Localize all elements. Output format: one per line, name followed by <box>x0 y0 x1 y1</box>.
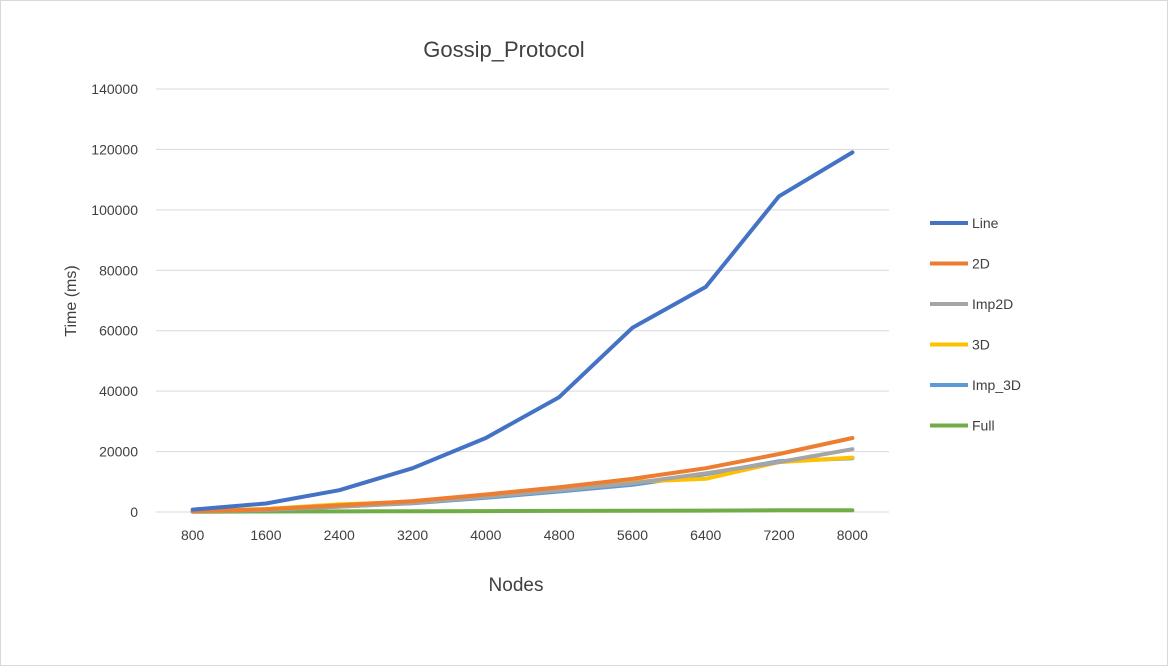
y-tick-label: 140000 <box>91 81 138 97</box>
x-tick-label: 3200 <box>397 527 428 543</box>
y-tick-label: 100000 <box>91 202 138 218</box>
x-tick-label: 1600 <box>250 527 281 543</box>
x-tick-label: 4800 <box>544 527 575 543</box>
x-tick-label: 5600 <box>617 527 648 543</box>
series-line-line <box>190 150 855 512</box>
series-line-2d <box>190 436 855 514</box>
y-axis-title: Time (ms) <box>63 265 80 336</box>
gridlines <box>156 88 889 513</box>
y-axis-ticks: 0 20000 40000 60000 80000 100000 120000 140000 <box>91 81 138 520</box>
chart-title: Gossip_Protocol <box>423 37 584 62</box>
y-tick-label: 60000 <box>99 323 138 339</box>
legend-label: Imp2D <box>972 296 1013 312</box>
legend: Line 2D Imp2D 3D Imp_3D Full <box>930 215 1021 434</box>
series-lines <box>190 150 855 514</box>
y-tick-label: 0 <box>130 504 138 520</box>
series-line-full <box>190 508 855 514</box>
x-tick-label: 2400 <box>324 527 355 543</box>
legend-label: 3D <box>972 337 990 353</box>
y-tick-label: 20000 <box>99 444 138 460</box>
legend-label: 2D <box>972 256 990 272</box>
y-tick-label: 80000 <box>99 262 138 278</box>
legend-label: Full <box>972 418 995 434</box>
y-tick-label: 120000 <box>91 141 138 157</box>
x-axis-title: Nodes <box>489 575 544 596</box>
x-tick-label: 7200 <box>763 527 794 543</box>
legend-label: Line <box>972 215 999 231</box>
x-tick-label: 6400 <box>690 527 721 543</box>
x-tick-label: 8000 <box>837 527 868 543</box>
x-tick-label: 4000 <box>470 527 501 543</box>
x-tick-label: 800 <box>181 527 205 543</box>
legend-label: Imp_3D <box>972 377 1021 393</box>
x-axis-ticks: 800 1600 2400 3200 4000 4800 5600 6400 7200 8000 <box>181 527 868 543</box>
y-tick-label: 40000 <box>99 383 138 399</box>
